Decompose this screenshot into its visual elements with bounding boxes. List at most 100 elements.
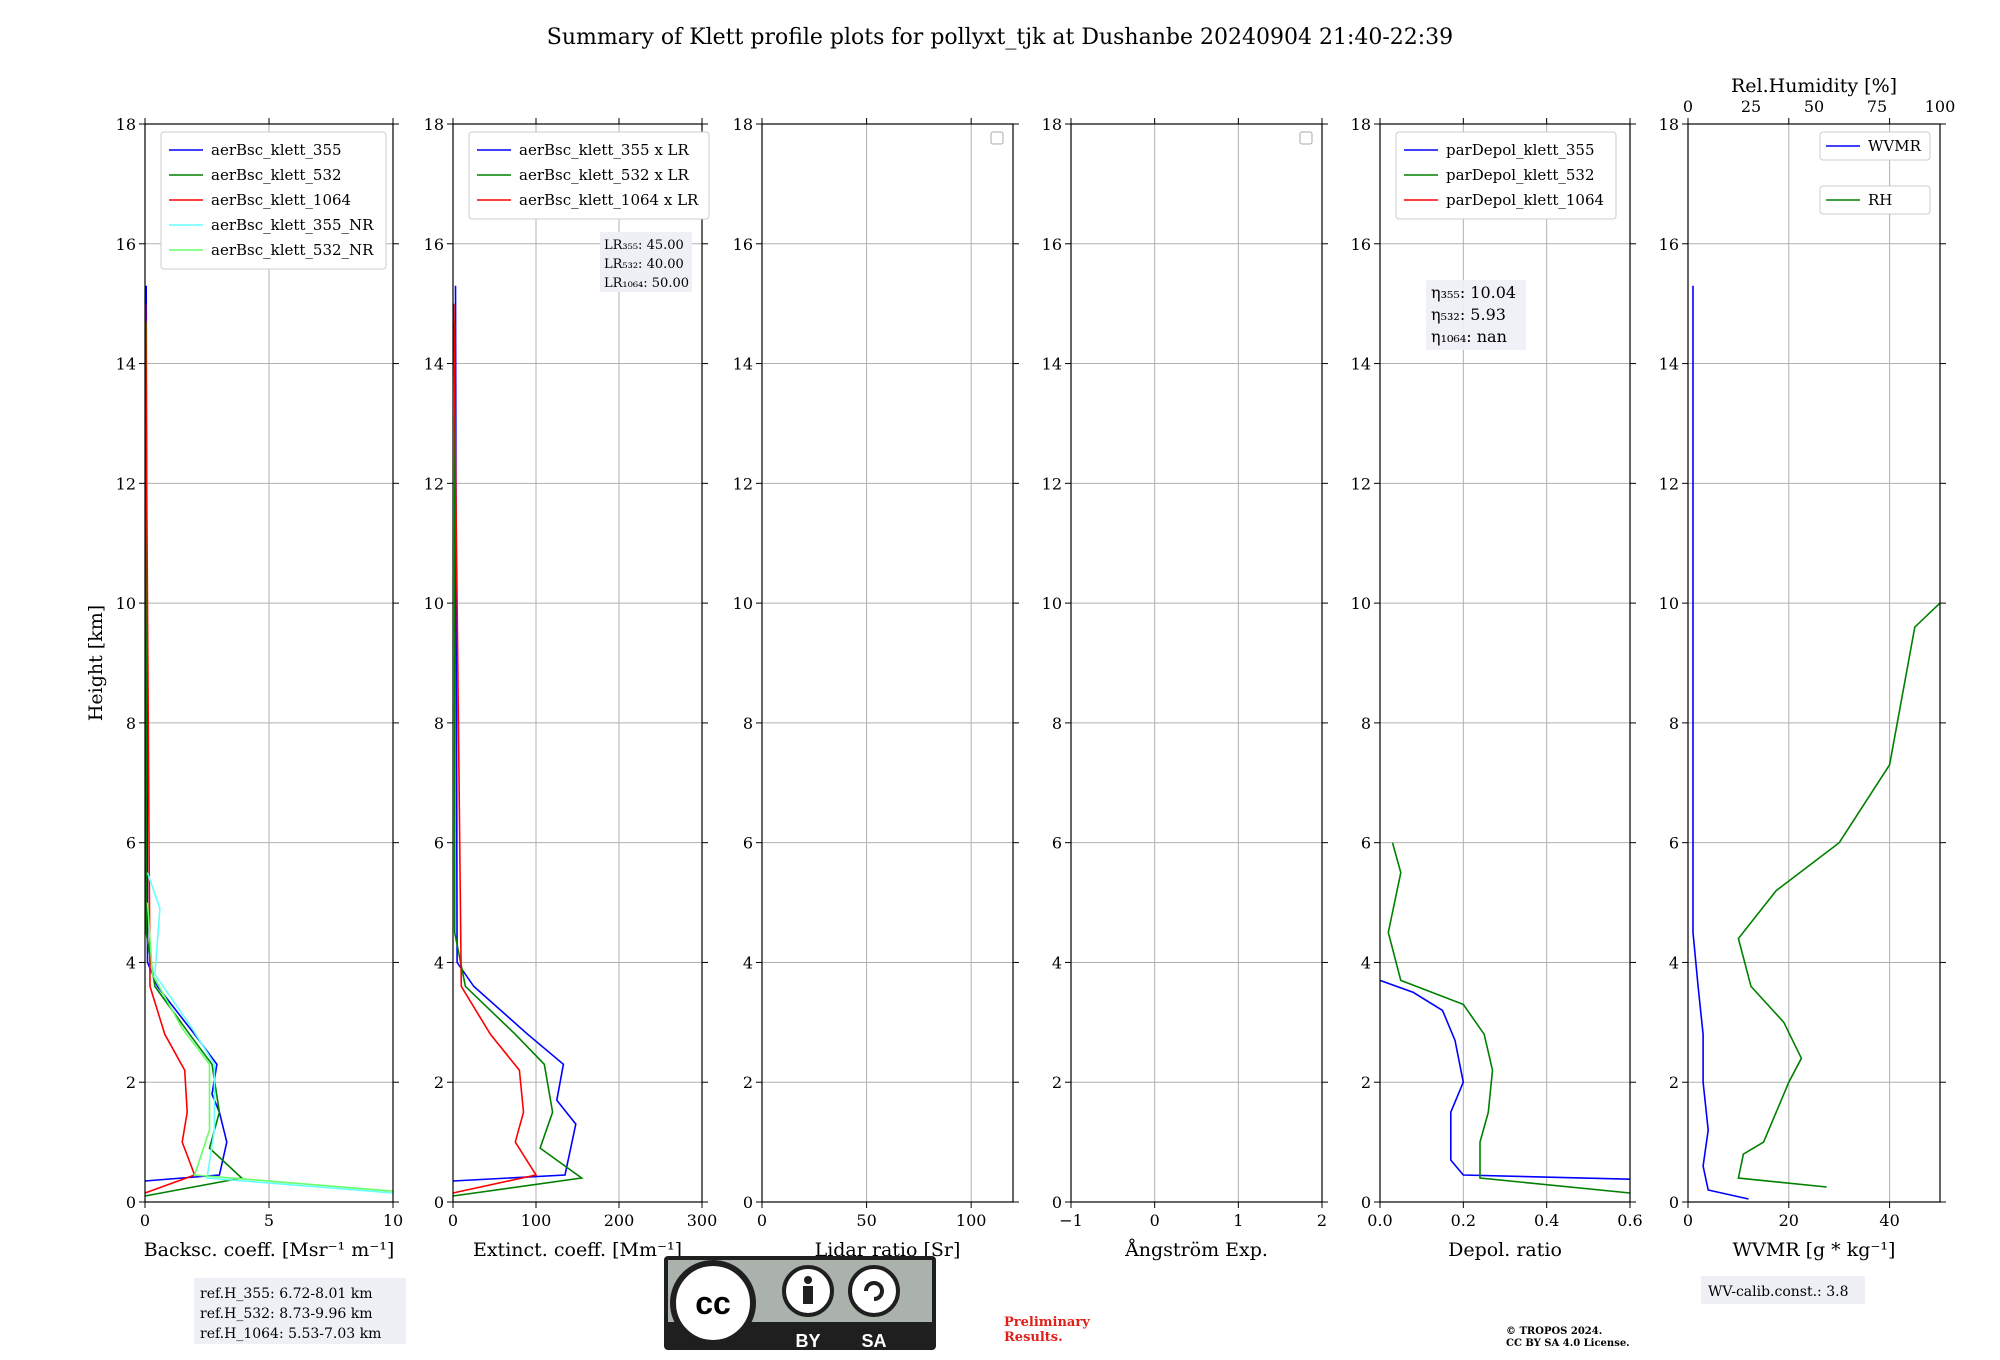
y-tick-label: 0	[434, 1193, 444, 1212]
y-tick-label: 4	[126, 953, 136, 972]
y-tick-label: 14	[733, 355, 753, 374]
eta-label: η₅₃₂: 5.93	[1431, 305, 1506, 324]
x-axis-label: Depol. ratio	[1448, 1239, 1562, 1261]
legend-entry: aerBsc_klett_355_NR	[211, 216, 374, 234]
x-tick-label: 1	[1233, 1211, 1243, 1230]
y-tick-label: 4	[1669, 953, 1679, 972]
panel-3: 0 2 4 6 8 10 12 14 16 18 0 50 100 Lidar ratio [Sr]	[733, 115, 1019, 1261]
series-line-aerBsc_klett_1064	[144, 303, 196, 1194]
y-tick-label: 14	[1351, 355, 1371, 374]
y-tick-label: 18	[1042, 115, 1062, 134]
lidar-ratio-label: LR₅₃₂: 40.00	[604, 257, 684, 272]
legend-box	[1819, 131, 1931, 161]
series-line-aerBsc_klett_355_NR	[146, 872, 394, 1194]
y-tick-label: 6	[126, 834, 136, 853]
y-tick-label: 6	[1361, 834, 1371, 853]
legend-entry: aerBsc_klett_355 x LR	[519, 141, 690, 159]
top-x-tick-label: 25	[1741, 97, 1761, 116]
top-x-tick-label: 50	[1804, 97, 1824, 116]
x-tick-label: 100	[521, 1211, 552, 1230]
x-tick-label: 300	[687, 1211, 718, 1230]
series-line-aerBsc_klett_532_NR	[146, 902, 394, 1192]
panel-5-frame	[1379, 123, 1631, 1203]
top-x-tick-label: 100	[1925, 97, 1956, 116]
y-tick-label: 8	[434, 714, 444, 733]
series-line-aerBsc_klett_355 x LR	[452, 285, 577, 1182]
panel-1: 0 2 4 6 8 10 12 14 16 18 0 5 10 Backsc. coeff. [Msr⁻¹…	[116, 115, 404, 1261]
y-tick-label: 6	[743, 834, 753, 853]
legend-box	[160, 131, 387, 270]
x-tick-label: 2	[1317, 1211, 1327, 1230]
cc-glyph: cc	[695, 1285, 731, 1321]
panel-4-frame	[1070, 123, 1323, 1203]
x-axis-label: WVMR [g * kg⁻¹]	[1733, 1239, 1896, 1261]
legend-entry: aerBsc_klett_355	[211, 141, 342, 159]
y-tick-label: 2	[1052, 1073, 1062, 1092]
y-tick-label: 14	[1042, 355, 1062, 374]
copyright-line-1: © TROPOS 2024.	[1506, 1326, 1602, 1337]
y-tick-label: 16	[1659, 235, 1679, 254]
reference-height-box: ref.H_355: 6.72-8.01 km ref.H_532: 8.73-…	[194, 1278, 406, 1344]
x-tick-label: 20	[1779, 1211, 1799, 1230]
legend-entry: parDepol_klett_532	[1446, 166, 1595, 184]
series-line-aerBsc_klett_532 x LR	[452, 321, 584, 1197]
legend-entry: aerBsc_klett_1064 x LR	[519, 191, 699, 209]
y-tick-label: 0	[1052, 1193, 1062, 1212]
legend-entry: aerBsc_klett_532	[211, 166, 342, 184]
eta-label: η₁₀₆₄: nan	[1431, 327, 1507, 346]
copyright-line-2: CC BY SA 4.0 License.	[1506, 1338, 1630, 1349]
legend-entry: aerBsc_klett_1064	[211, 191, 351, 209]
y-tick-label: 12	[1659, 474, 1679, 493]
y-tick-label: 8	[1669, 714, 1679, 733]
y-tick-label: 16	[1351, 235, 1371, 254]
top-x-axis-label: Rel.Humidity [%]	[1731, 75, 1897, 97]
y-tick-label: 18	[733, 115, 753, 134]
reference-height-background	[194, 1278, 406, 1344]
x-tick-label: 5	[264, 1211, 274, 1230]
y-tick-label: 6	[1669, 834, 1679, 853]
y-tick-label: 10	[424, 594, 444, 613]
legend-box	[1819, 185, 1931, 215]
preliminary-line-1: Preliminary	[1004, 1315, 1090, 1330]
empty-legend-box	[1299, 131, 1313, 145]
y-tick-label: 0	[743, 1193, 753, 1212]
share-alike-arrow	[864, 1281, 884, 1301]
panel-3-frame	[761, 123, 1014, 1203]
y-tick-label: 16	[733, 235, 753, 254]
panel-2-frame	[452, 123, 703, 1203]
x-tick-label: 50	[856, 1211, 876, 1230]
cc-license-badge: cc BY SA	[664, 1256, 936, 1351]
y-tick-label: 18	[1351, 115, 1371, 134]
y-tick-label: 8	[1361, 714, 1371, 733]
panel-5: 0 2 4 6 8 10 12 14 16 18 0.0 0.2 0.4 0.6 Depol. ratio p…	[1351, 115, 1643, 1261]
y-tick-label: 2	[1669, 1073, 1679, 1092]
y-tick-label: 14	[424, 355, 444, 374]
legend-entry: parDepol_klett_355	[1446, 141, 1595, 159]
legend-entry: aerBsc_klett_532 x LR	[519, 166, 690, 184]
y-tick-label: 2	[434, 1073, 444, 1092]
y-tick-label: 16	[116, 235, 136, 254]
x-tick-label: 0	[757, 1211, 767, 1230]
y-tick-label: 18	[1659, 115, 1679, 134]
y-tick-label: 4	[434, 953, 444, 972]
series-line-RH	[1737, 602, 1941, 1188]
lidar-ratio-box	[600, 232, 692, 292]
y-tick-label: 0	[1669, 1193, 1679, 1212]
y-tick-label: 12	[424, 474, 444, 493]
reference-height-532: ref.H_532: 8.73-9.96 km	[200, 1306, 373, 1322]
y-tick-label: 12	[1351, 474, 1371, 493]
x-tick-label: 0.6	[1617, 1211, 1642, 1230]
y-tick-label: 16	[1042, 235, 1062, 254]
y-tick-label: 8	[1052, 714, 1062, 733]
panel-1-grid	[144, 123, 394, 1203]
x-axis-label: Ångström Exp.	[1124, 1239, 1268, 1261]
panel-3-grid	[761, 123, 1013, 1203]
figure-title: Summary of Klett profile plots for polly…	[547, 25, 1453, 50]
x-tick-label: 40	[1879, 1211, 1899, 1230]
legend-box	[1395, 131, 1617, 220]
y-tick-label: 4	[1361, 953, 1371, 972]
x-tick-label: 0.2	[1451, 1211, 1476, 1230]
empty-legend-box	[990, 131, 1004, 145]
y-tick-label: 2	[743, 1073, 753, 1092]
